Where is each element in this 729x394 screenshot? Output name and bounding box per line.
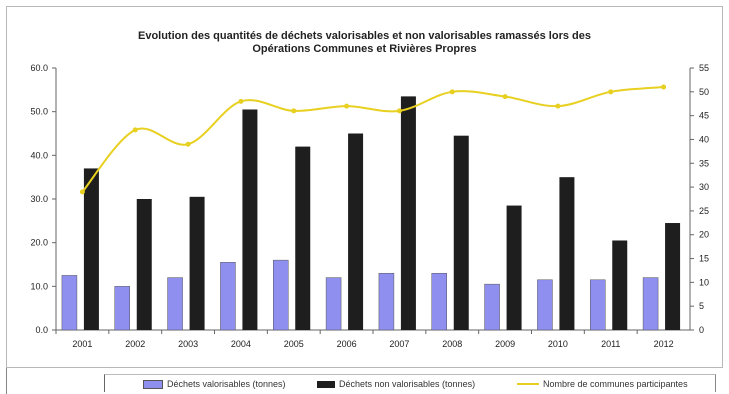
right-tick-label: 0 bbox=[699, 325, 704, 335]
right-tick-label: 40 bbox=[699, 134, 709, 144]
bar-valorisables bbox=[167, 277, 183, 331]
bar-valorisables bbox=[273, 259, 289, 331]
point-communes bbox=[661, 84, 667, 90]
bar-valorisables bbox=[61, 275, 78, 331]
point-communes bbox=[79, 189, 85, 195]
bar-valorisables bbox=[537, 279, 553, 331]
left-tick-label: 50.0 bbox=[30, 107, 48, 117]
bar-non-valorisables bbox=[453, 135, 469, 330]
right-tick-label: 25 bbox=[699, 206, 709, 216]
point-communes bbox=[396, 108, 402, 114]
legend-item-communes: Nombre de communes participantes bbox=[517, 378, 688, 390]
point-communes bbox=[344, 103, 350, 109]
bar-non-valorisables bbox=[612, 240, 628, 330]
left-tick-label: 60.0 bbox=[30, 63, 48, 73]
bar-non-valorisables bbox=[83, 168, 99, 330]
x-tick-label: 2001 bbox=[72, 339, 92, 349]
right-tick-label: 5 bbox=[699, 301, 704, 311]
x-tick-label: 2002 bbox=[125, 339, 145, 349]
bar-valorisables bbox=[325, 277, 342, 331]
bar-valorisables bbox=[590, 279, 606, 331]
bar-non-valorisables bbox=[348, 133, 364, 330]
legend-swatch-non-valorisables bbox=[317, 380, 335, 388]
chart-title-line-2: Opérations Communes et Rivières Propres bbox=[252, 43, 477, 55]
bar-valorisables bbox=[431, 272, 447, 331]
bar-non-valorisables bbox=[136, 199, 152, 330]
bar-non-valorisables bbox=[559, 177, 575, 330]
x-tick-label: 2004 bbox=[231, 339, 251, 349]
bar-non-valorisables bbox=[295, 146, 311, 330]
bar-non-valorisables bbox=[189, 196, 205, 330]
legend-label-non-valorisables: Déchets non valorisables (tonnes) bbox=[339, 379, 476, 389]
point-communes bbox=[238, 98, 244, 104]
legend-label-valorisables: Déchets valorisables (tonnes) bbox=[167, 379, 286, 389]
right-tick-label: 50 bbox=[699, 87, 709, 97]
x-tick-label: 2003 bbox=[178, 339, 198, 349]
point-communes bbox=[502, 94, 508, 100]
left-tick-label: 0.0 bbox=[35, 325, 48, 335]
right-tick-label: 20 bbox=[699, 230, 709, 240]
bar-non-valorisables bbox=[665, 223, 681, 330]
right-tick-label: 15 bbox=[699, 254, 709, 264]
point-communes bbox=[555, 103, 561, 109]
legend-item-valorisables: Déchets valorisables (tonnes) bbox=[143, 378, 286, 390]
chart-legend: Déchets valorisables (tonnes) Déchets no… bbox=[104, 374, 716, 392]
line-communes bbox=[81, 86, 664, 193]
legend-item-non-valorisables: Déchets non valorisables (tonnes) bbox=[317, 378, 475, 390]
right-tick-label: 30 bbox=[699, 182, 709, 192]
left-tick-label: 10.0 bbox=[30, 281, 48, 291]
point-communes bbox=[185, 141, 191, 147]
x-tick-label: 2011 bbox=[601, 339, 620, 349]
bar-non-valorisables bbox=[506, 205, 522, 330]
chart-title-line-1: Evolution des quantités de déchets valor… bbox=[137, 30, 591, 42]
bar-valorisables bbox=[484, 283, 500, 331]
bar-valorisables bbox=[220, 262, 236, 331]
bar-valorisables bbox=[642, 277, 659, 331]
x-tick-label: 2008 bbox=[442, 339, 462, 349]
point-communes bbox=[449, 89, 455, 95]
left-tick-label: 40.0 bbox=[30, 150, 48, 160]
legend-swatch-communes bbox=[517, 383, 539, 385]
legend-label-communes: Nombre de communes participantes bbox=[543, 379, 688, 389]
x-tick-label: 2009 bbox=[495, 339, 515, 349]
point-communes bbox=[132, 127, 138, 133]
bar-valorisables bbox=[114, 286, 130, 331]
right-tick-label: 10 bbox=[699, 277, 709, 287]
right-tick-label: 55 bbox=[699, 63, 709, 73]
bar-non-valorisables bbox=[242, 109, 258, 330]
legend-swatch-valorisables bbox=[143, 379, 163, 389]
bar-non-valorisables bbox=[400, 96, 416, 330]
frame-rule bbox=[6, 368, 7, 394]
left-tick-label: 20.0 bbox=[30, 238, 48, 248]
point-communes bbox=[291, 108, 297, 114]
x-tick-label: 2006 bbox=[337, 339, 357, 349]
x-tick-label: 2007 bbox=[389, 339, 409, 349]
bar-valorisables bbox=[378, 272, 395, 331]
right-tick-label: 45 bbox=[699, 111, 709, 121]
right-tick-label: 35 bbox=[699, 158, 709, 168]
x-tick-label: 2005 bbox=[284, 339, 304, 349]
point-communes bbox=[608, 89, 614, 95]
left-tick-label: 30.0 bbox=[30, 194, 48, 204]
x-tick-label: 2010 bbox=[548, 339, 568, 349]
x-tick-label: 2012 bbox=[654, 339, 674, 349]
